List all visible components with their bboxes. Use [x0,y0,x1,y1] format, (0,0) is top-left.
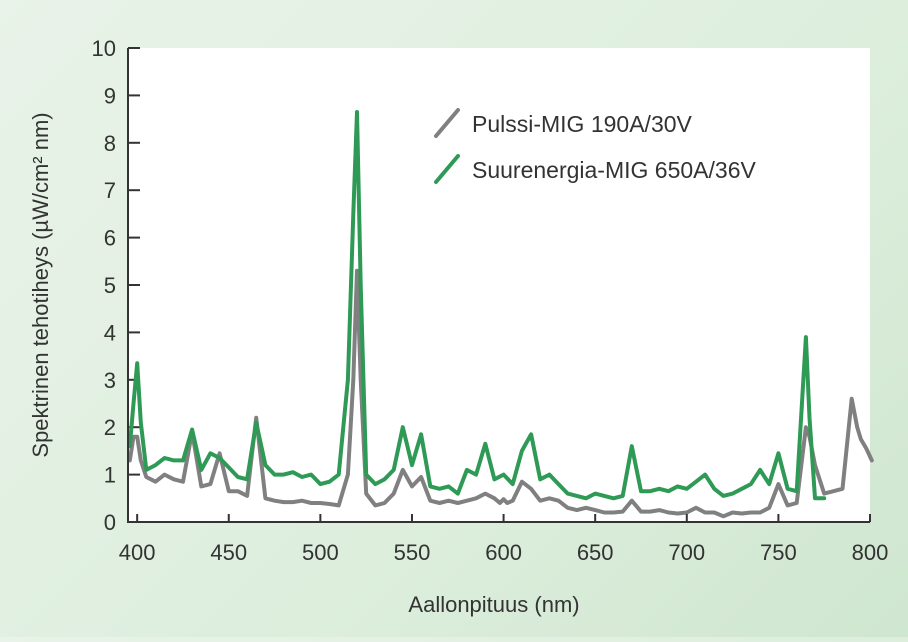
legend-swatch-suurenergia [434,154,460,184]
x-tick-label: 750 [760,540,797,565]
y-tick-label: 4 [104,320,116,345]
y-tick-labels: 0 1 2 3 4 5 6 7 8 9 10 [92,36,116,535]
legend: Pulssi-MIG 190A/30V Suurenergia-MIG 650A… [434,108,756,184]
y-tick-label: 1 [104,463,116,488]
y-tick-label: 2 [104,415,116,440]
y-tick-label: 5 [104,273,116,298]
axes [127,48,870,523]
y-axis-title: Spektrinen tehotiheys (µW/cm² nm) [28,112,53,457]
x-tick-label: 450 [210,540,247,565]
x-tick-label: 600 [485,540,522,565]
y-tick-label: 0 [104,510,116,535]
series-lines [127,110,874,519]
x-tick-labels: 400 450 500 550 600 650 700 750 800 [119,514,889,565]
y-tick-label: 6 [104,226,116,251]
y-tick-label: 7 [104,178,116,203]
x-tick-label: 800 [852,540,889,565]
x-tick-label: 550 [394,540,431,565]
y-tick-label: 10 [92,36,116,61]
legend-label-suurenergia: Suurenergia-MIG 650A/36V [472,157,756,183]
y-tick-label: 3 [104,368,116,393]
x-tick-label: 650 [577,540,614,565]
legend-label-pulssi: Pulssi-MIG 190A/30V [472,111,693,137]
x-tick-label: 400 [119,540,156,565]
y-tick-label: 8 [104,131,116,156]
x-axis-title: Aallonpituus (nm) [408,592,579,617]
series-line-suurenergia [127,110,827,501]
legend-swatch-pulssi [434,108,460,138]
series-line-pulssi [127,268,874,519]
x-tick-label: 700 [668,540,705,565]
y-tick-label: 9 [104,83,116,108]
x-tick-label: 500 [302,540,339,565]
